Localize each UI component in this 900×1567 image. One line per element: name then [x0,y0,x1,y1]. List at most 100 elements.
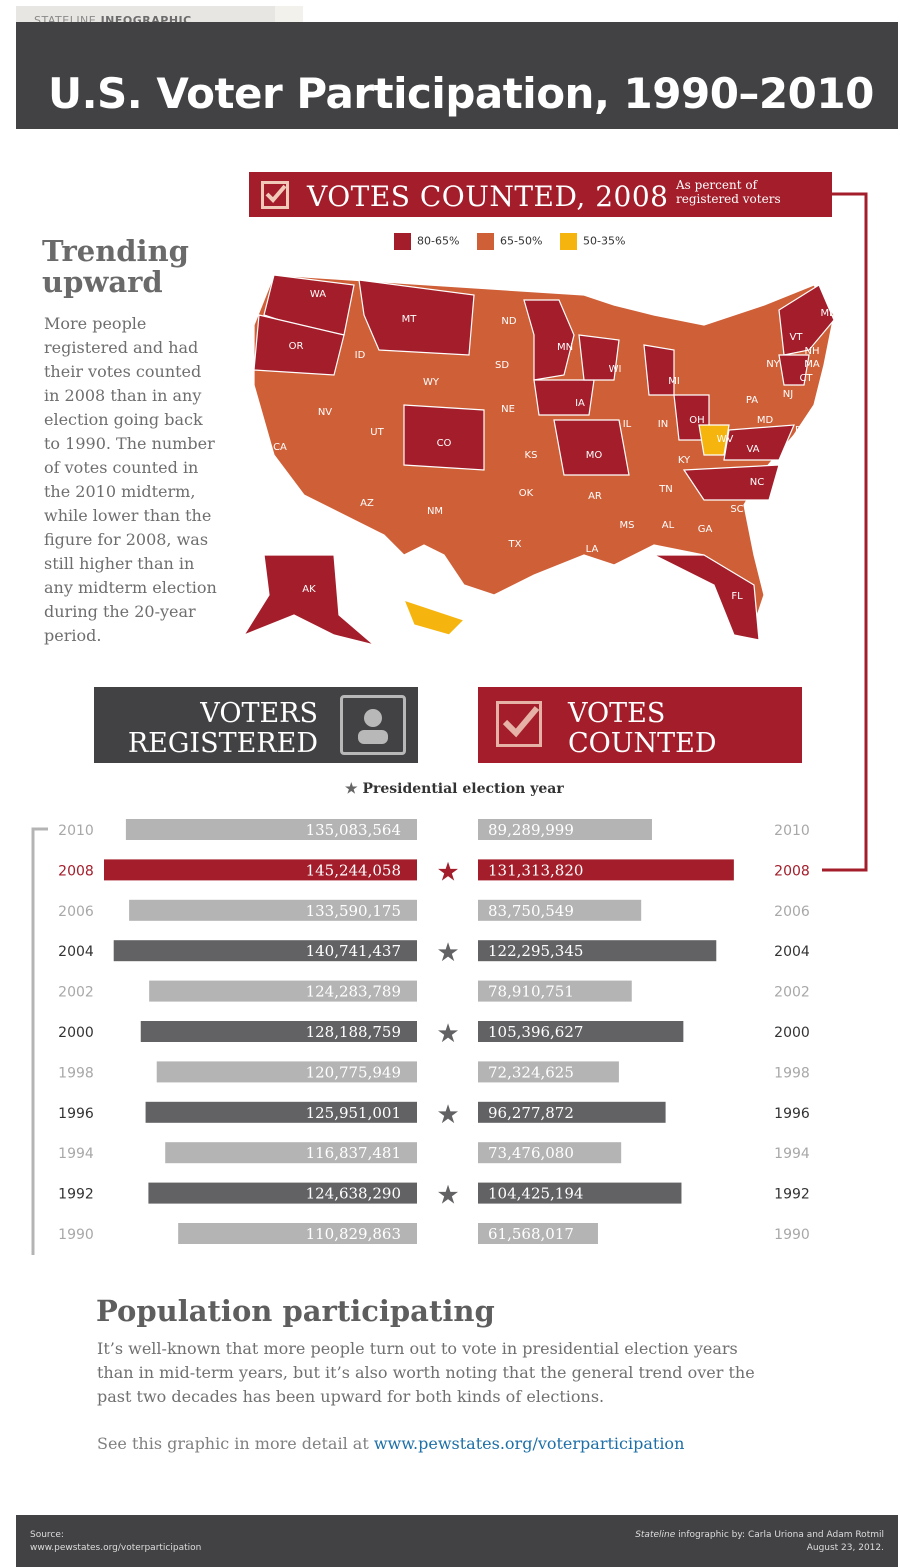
star-icon: ★ [345,781,358,797]
trend-heading-line2: upward [42,265,163,299]
map-label: MA [804,359,820,370]
map-label: HI [418,632,428,643]
legend-swatch [477,233,494,250]
map-label: OR [289,341,304,352]
year-label-right: 1994 [774,1146,810,1162]
connector-line [822,192,868,872]
voters-registered-header: VOTERS REGISTERED [94,687,418,763]
state-mi [643,344,675,396]
state-ak [242,554,375,646]
footer-credit-publication: Stateline [635,1530,676,1540]
more-detail-link[interactable]: www.pewstates.org/voterparticipation [373,1434,685,1453]
more-detail: See this graphic in more detail at www.p… [97,1434,684,1453]
counted-value-label: 104,425,194 [488,1185,583,1203]
id-card-icon [340,695,406,755]
footer-source-url[interactable]: www.pewstates.org/voterparticipation [30,1543,202,1553]
votes-counted-header: VOTES COUNTED [478,687,802,763]
map-label: DE [795,425,809,436]
state-new-england [778,284,835,356]
legend-label: 80-65% [417,234,460,248]
map-label: NM [427,506,443,517]
us-map: WA OR MT ID ND MN SD WY NV CA UT CO NE I… [242,274,835,646]
counted-bar [478,1223,598,1244]
legend-item-high: 80-65% [394,233,459,250]
voters-registered-line2: REGISTERED [127,728,318,759]
counted-value-label: 83,750,549 [488,902,574,920]
map-label: CA [273,442,287,453]
votes-counted-line1: VOTES [568,698,666,729]
registered-bar [148,1182,418,1204]
trend-heading: Trending upward [42,236,212,298]
state-mt [358,279,475,356]
registered-value-label: 145,244,058 [306,861,401,879]
map-label: SC [730,504,743,515]
map-label: MD [757,415,774,426]
trend-body: More people registered and had their vot… [44,314,217,645]
registered-value-label: 135,083,564 [306,821,401,839]
counted-bar [478,940,717,962]
legend-label: 50-35% [583,234,626,248]
map-label: WV [717,434,734,445]
registered-bar [140,1021,417,1042]
map-label: UT [370,427,384,438]
map-label: AR [588,491,602,502]
registered-bar [113,940,417,962]
state-va [723,424,795,461]
map-label: WA [310,289,326,300]
map-label: AL [662,520,675,531]
map-label: MO [586,450,603,461]
map-label: ME [821,308,836,319]
registered-value-label: 125,951,001 [306,1104,401,1122]
voter-bar-chart: 135,083,564 89,289,999 2010 2010 145,244,058… [31,819,810,1255]
state-co [403,404,485,471]
map-label: TX [508,539,522,550]
state-ia [533,379,595,416]
map-label: IL [623,419,632,430]
year-label-right: 2010 [774,823,810,839]
map-label: MI [668,376,680,387]
map-label: VA [746,444,759,455]
map-labels: WA OR MT ID ND MN SD WY NV CA UT CO NE I… [273,289,835,643]
map-label: LA [586,544,599,555]
map-label: KY [678,455,691,466]
votes-counted-title: VOTES COUNTED [568,699,717,759]
population-heading: Population participating [96,1294,495,1328]
map-label: WI [609,364,622,375]
star-icon: ★ [436,857,459,887]
footer-credit: Stateline infographic by: Carla Uriona a… [635,1529,884,1555]
counted-value-label: 61,568,017 [488,1225,574,1243]
year-label-left: 1990 [58,1227,94,1243]
page-title: U.S. Voter Participation, 1990–2010 [48,69,874,118]
state-wv [698,424,730,456]
votes-counted-2008-banner: VOTES COUNTED, 2008 As percent of regist… [249,172,832,217]
registered-value-label: 124,283,789 [306,983,401,1001]
counted-bar [478,819,652,840]
legend-item-low: 50-35% [560,233,625,250]
year-label-left: 2006 [58,904,94,920]
year-label-right: 1992 [774,1187,810,1203]
legend-item-mid: 65-50% [477,233,542,250]
trend-heading-line1: Trending [42,234,189,268]
registered-bar [156,1061,417,1083]
registered-value-label: 116,837,481 [306,1144,401,1162]
checkbox-icon [261,181,289,209]
votes-counted-line2: COUNTED [568,728,717,759]
map-label: MN [557,342,573,353]
voters-registered-title: VOTERS REGISTERED [128,699,318,759]
year-label-right: 2006 [774,904,810,920]
map-label: CT [799,373,813,384]
map-label: MT [402,314,418,325]
checkbox-icon [496,701,542,747]
map-label: OH [689,415,704,426]
registered-bar [145,1101,417,1123]
counted-bar [478,1021,684,1042]
year-label-left: 2002 [58,985,94,1001]
map-label: NC [750,477,764,488]
star-icon: ★ [436,1181,459,1211]
registered-bar [165,1142,417,1164]
registered-value-label: 128,188,759 [306,1023,401,1041]
year-label-left: 1998 [58,1065,94,1081]
map-label: SD [495,360,509,371]
footer-source-label: Source: [30,1530,64,1540]
map-label: VT [790,332,804,343]
